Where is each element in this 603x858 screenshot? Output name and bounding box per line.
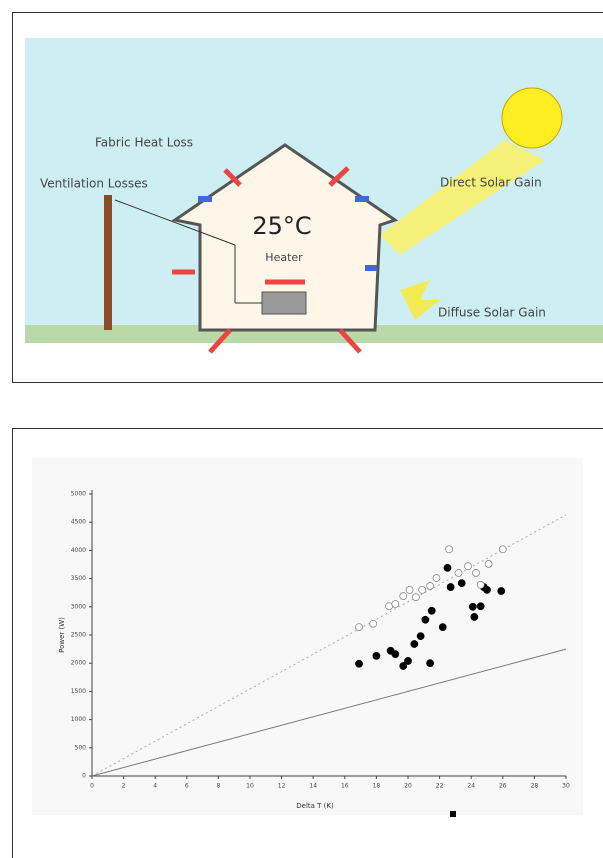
- point: [391, 600, 400, 608]
- label: Diffuse Solar Gain: [438, 306, 546, 320]
- y-tick-label: 4500: [71, 519, 86, 526]
- x-tick-label: 16: [341, 783, 349, 790]
- y-tick-label: 1500: [71, 688, 86, 695]
- label: Fabric Heat Loss: [95, 136, 193, 150]
- point: [497, 587, 506, 595]
- point: [445, 545, 453, 554]
- pole: [104, 195, 112, 330]
- point: [369, 619, 378, 628]
- heat-arrows: [172, 166, 362, 354]
- point: [446, 583, 455, 591]
- point: [426, 582, 435, 590]
- label: Direct Solar Gain: [440, 176, 542, 190]
- point: [391, 650, 400, 659]
- point: [438, 623, 447, 632]
- point: [399, 592, 408, 600]
- y-tick-label: 5000: [71, 491, 86, 498]
- point: [476, 602, 485, 611]
- y-tick-label: 3500: [71, 575, 86, 582]
- y-tick-label: 4000: [71, 547, 86, 554]
- point: [405, 585, 414, 594]
- x-tick-label: 4: [153, 783, 157, 790]
- vent-marks: [198, 196, 377, 271]
- point: [472, 569, 480, 577]
- ground: [25, 325, 603, 343]
- y-tick-label: 500: [75, 744, 87, 751]
- x-tick-label: 2: [122, 783, 126, 790]
- leader: [114, 199, 236, 246]
- x-tick-label: 18: [373, 783, 381, 790]
- solar-beam: [380, 140, 545, 255]
- point: [470, 613, 479, 621]
- point: [355, 659, 363, 668]
- point: [464, 562, 472, 571]
- label: Ventilation Losses: [40, 177, 148, 191]
- point: [443, 563, 452, 572]
- x-tick-label: 24: [467, 783, 475, 790]
- house: [171, 143, 399, 332]
- point: [483, 585, 491, 594]
- point: [432, 574, 441, 582]
- point: [372, 651, 381, 660]
- x-tick-label: 6: [185, 783, 189, 790]
- x-axis-label: Delta T (K): [296, 802, 334, 810]
- point: [427, 606, 436, 615]
- point: [411, 593, 420, 602]
- x-tick-label: 12: [278, 783, 286, 790]
- x-tick-label: 10: [246, 783, 254, 790]
- point: [404, 657, 412, 665]
- diffuse-rays: [400, 280, 440, 320]
- x-tick-label: 14: [309, 783, 317, 790]
- y-tick-label: 2000: [71, 660, 86, 667]
- point: [454, 569, 463, 577]
- chart-area: [32, 458, 583, 815]
- y-axis-label: Power (W): [58, 617, 66, 653]
- x-tick-label: 22: [436, 783, 444, 790]
- reference-line: [91, 514, 567, 777]
- point: [484, 560, 493, 568]
- point: [416, 632, 425, 641]
- point: [421, 615, 430, 624]
- legend-marker: [450, 811, 456, 817]
- point: [426, 659, 435, 668]
- point: [476, 580, 485, 589]
- x-tick-label: 8: [216, 783, 220, 790]
- point: [410, 640, 419, 648]
- heater-box: [261, 291, 307, 315]
- reference-line: [91, 648, 567, 777]
- x-tick-label: 30: [562, 783, 570, 790]
- x-tick-label: 0: [90, 783, 94, 790]
- y-tick-label: 0: [82, 773, 86, 780]
- point: [498, 545, 507, 554]
- sun: [501, 87, 563, 149]
- label: 25°C: [252, 212, 311, 240]
- label: Heater: [265, 251, 303, 264]
- point: [399, 662, 408, 670]
- point: [418, 585, 427, 594]
- y-tick-label: 1000: [71, 716, 86, 723]
- y-tick-label: 2500: [71, 632, 86, 639]
- x-tick-label: 26: [499, 783, 507, 790]
- x-tick-label: 28: [531, 783, 539, 790]
- y-tick-label: 3000: [71, 603, 86, 610]
- point: [457, 579, 466, 588]
- point: [468, 602, 477, 611]
- point: [355, 623, 363, 632]
- x-tick-label: 20: [404, 783, 412, 790]
